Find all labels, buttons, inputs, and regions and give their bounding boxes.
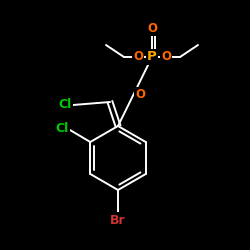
Text: Cl: Cl — [56, 122, 68, 134]
Text: Cl: Cl — [58, 98, 72, 112]
Text: O: O — [135, 88, 145, 101]
Text: O: O — [161, 50, 171, 64]
Text: Br: Br — [110, 214, 126, 226]
Text: P: P — [147, 50, 157, 64]
Text: O: O — [133, 50, 143, 64]
Text: O: O — [147, 22, 157, 35]
